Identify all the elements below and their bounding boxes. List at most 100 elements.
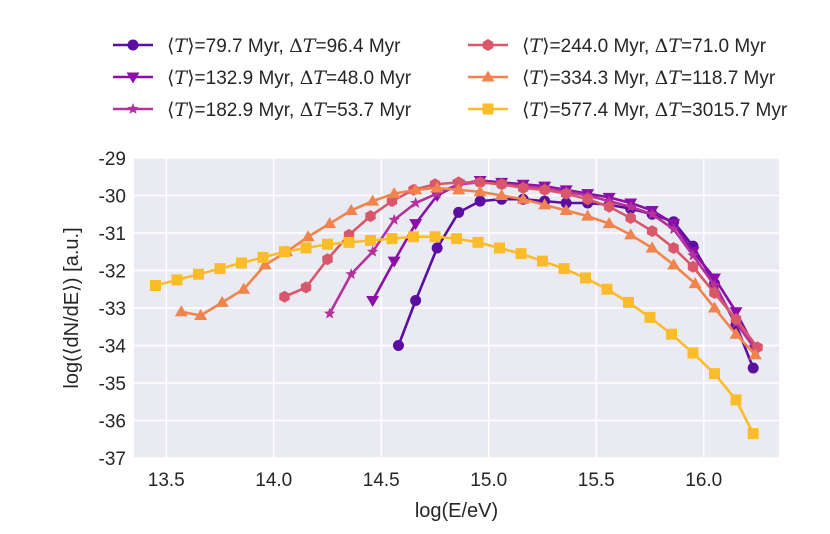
series-5-point	[559, 204, 573, 215]
series-5-point	[174, 305, 188, 317]
series-4-point	[365, 210, 376, 223]
series-4-point	[687, 260, 699, 273]
series-6-point	[451, 233, 462, 245]
series-1-point	[560, 197, 572, 209]
series-5-point	[729, 327, 743, 339]
series-4-point	[709, 287, 720, 299]
series-5-point	[516, 192, 530, 204]
legend-marker	[482, 39, 494, 51]
series-6-point	[730, 394, 742, 406]
series-3-point	[646, 208, 658, 220]
legend-marker	[126, 72, 140, 84]
series-4-point	[496, 178, 507, 191]
y-tick-label: -36	[99, 412, 126, 433]
x-tick-label: 15.0	[470, 470, 507, 491]
series-5-point	[688, 277, 702, 289]
series-3-point	[323, 307, 336, 319]
y-tick-label: -34	[99, 337, 127, 358]
series-1-point	[431, 242, 443, 254]
series-5-point	[301, 230, 315, 242]
series-3-point	[431, 187, 443, 199]
series-2-point	[409, 219, 423, 231]
series-6-point	[365, 235, 376, 246]
x-axis-label: log(E/eV)	[415, 500, 498, 522]
series-group	[150, 176, 763, 440]
legend-item-2: ⟨T⟩=132.9 Myr, ΔT=48.0 Myr	[113, 67, 412, 89]
series-6-point	[537, 255, 548, 267]
legend-marker	[481, 70, 495, 82]
x-tick-label: 14.5	[363, 470, 400, 491]
legend-label: ⟨T⟩=182.9 Myr, ΔT=53.7 Myr	[167, 99, 412, 121]
y-tick-label: -29	[99, 149, 126, 170]
tick-labels: 13.5 14.0 14.5 15.0 15.5 16.0 -29 -30 -31 -32 -33 -…	[99, 149, 723, 491]
series-3-point	[388, 213, 400, 225]
series-1-point	[410, 295, 422, 306]
series-3-point	[603, 195, 615, 206]
legend-item-5: ⟨T⟩=334.3 Myr, ΔT=118.7 Myr	[468, 67, 776, 89]
series-5-point	[366, 194, 380, 206]
series-4-point	[668, 242, 679, 254]
series-5-point	[538, 198, 552, 210]
series-6-point	[601, 283, 613, 295]
series-4-point	[322, 253, 333, 266]
series-3-point	[345, 268, 357, 280]
series-5-point	[237, 282, 251, 294]
legend-marker	[482, 103, 494, 115]
series-6-point	[236, 257, 247, 269]
series-5-point	[581, 209, 595, 221]
series-6-point	[515, 248, 527, 260]
series-1-line	[397, 197, 755, 369]
series-3-point	[366, 245, 379, 257]
series-4-point	[560, 187, 572, 200]
series-1-point	[747, 362, 759, 374]
series-3-point	[409, 197, 422, 208]
y-tick-label: -37	[99, 449, 126, 470]
series-3-point	[687, 249, 699, 261]
legend-label: ⟨T⟩=244.0 Myr, ΔT=71.0 Myr	[522, 35, 767, 57]
series-6-point	[150, 280, 161, 291]
series-1-point	[453, 206, 465, 218]
series-6-point	[300, 242, 312, 254]
x-tick-label: 14.0	[255, 470, 292, 491]
series-4-point	[539, 183, 550, 196]
series-1	[392, 193, 759, 374]
y-tick-label: -33	[99, 299, 126, 320]
series-5-point	[667, 258, 681, 270]
legend-item-1: ⟨T⟩=79.7 Myr, ΔT=96.4 Myr	[113, 35, 401, 57]
series-5-point	[473, 185, 487, 197]
series-4-point	[603, 200, 615, 213]
series-5-point	[624, 228, 638, 240]
series-6-point	[644, 311, 656, 323]
series-2-point	[729, 307, 743, 319]
series-6-point	[558, 263, 570, 275]
series-4-point	[279, 290, 290, 303]
series-6-point	[580, 272, 591, 284]
series-6-point	[343, 236, 355, 248]
series-5-point	[387, 187, 401, 199]
series-6-point	[193, 268, 204, 280]
series-6-point	[472, 236, 484, 248]
legend-item-6: ⟨T⟩=577.4 Myr, ΔT=3015.7 Myr	[468, 99, 788, 121]
series-6-point	[322, 238, 333, 250]
legend-marker	[127, 103, 139, 114]
series-6-point	[666, 328, 677, 340]
series-5-point	[645, 241, 659, 253]
series-6-point	[687, 347, 699, 359]
legend-item-3: ⟨T⟩=182.9 Myr, ΔT=53.7 Myr	[113, 99, 412, 121]
series-5-point	[409, 183, 423, 195]
series-6-point	[171, 274, 183, 286]
series-5-point	[708, 301, 721, 313]
series-4-point	[300, 281, 312, 294]
series-5-point	[430, 181, 444, 193]
y-axis-label: log(⟨dN/dE⟩) [a.u.]	[61, 227, 83, 388]
series-6-point	[279, 246, 290, 258]
series-6-point	[623, 296, 634, 308]
series-3-point	[624, 200, 637, 212]
series-5-point	[215, 295, 229, 307]
series-5-point	[258, 258, 272, 270]
series-5-point	[495, 189, 509, 200]
legend: ⟨T⟩=79.7 Myr, ΔT=96.4 Myr ⟨T⟩=132.9 Myr, …	[113, 35, 788, 121]
series-6-point	[494, 242, 505, 254]
series-6-point	[747, 428, 759, 440]
legend-label: ⟨T⟩=132.9 Myr, ΔT=48.0 Myr	[167, 67, 412, 89]
